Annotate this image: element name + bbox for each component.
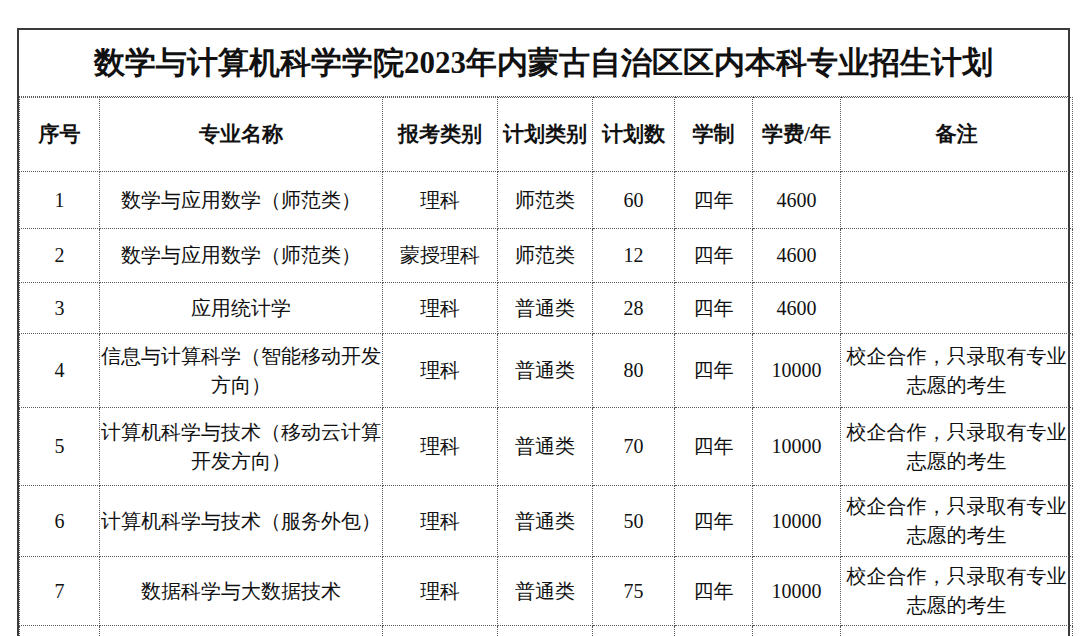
cell-seq: 3 [20,283,100,334]
cell-plan-category: 普通类 [498,486,593,557]
table-row: 6 计算机科学与技术（服务外包） 理科 普通类 50 四年 10000 校企合作… [20,486,1073,557]
cell-empty [20,626,100,636]
cell-plan-count: 28 [593,283,675,334]
cell-seq: 1 [20,172,100,229]
header-exam-category: 报考类别 [383,98,498,172]
cell-duration: 四年 [675,408,753,486]
cell-tuition: 10000 [753,486,841,557]
table-row-partial [20,626,1073,636]
cell-plan-count: 60 [593,172,675,229]
cell-plan-category: 师范类 [498,172,593,229]
header-plan-count: 计划数 [593,98,675,172]
cell-remark [841,283,1073,334]
cell-duration: 四年 [675,486,753,557]
header-row: 序号 专业名称 报考类别 计划类别 计划数 学制 学费/年 备注 [20,98,1073,172]
cell-seq: 4 [20,334,100,408]
cell-major: 计算机科学与技术（服务外包） [100,486,383,557]
cell-tuition: 10000 [753,408,841,486]
cell-major: 应用统计学 [100,283,383,334]
cell-remark: 校企合作，只录取有专业志愿的考生 [841,334,1073,408]
cell-seq: 7 [20,557,100,626]
cell-remark: 校企合作，只录取有专业志愿的考生 [841,557,1073,626]
table-title: 数学与计算机科学学院2023年内蒙古自治区区内本科专业招生计划 [19,30,1068,97]
cell-seq: 2 [20,229,100,283]
cell-tuition: 4600 [753,229,841,283]
cell-major: 数学与应用数学（师范类） [100,229,383,283]
cell-tuition: 4600 [753,283,841,334]
cell-plan-count: 12 [593,229,675,283]
cell-plan-category: 师范类 [498,229,593,283]
cell-plan-category: 普通类 [498,283,593,334]
header-remark: 备注 [841,98,1073,172]
cell-plan-count: 80 [593,334,675,408]
cell-major: 计算机科学与技术（移动云计算开发方向） [100,408,383,486]
header-duration: 学制 [675,98,753,172]
table-row: 7 数据科学与大数据技术 理科 普通类 75 四年 10000 校企合作，只录取… [20,557,1073,626]
cell-empty [498,626,593,636]
cell-tuition: 4600 [753,172,841,229]
cell-remark [841,229,1073,283]
table-row: 5 计算机科学与技术（移动云计算开发方向） 理科 普通类 70 四年 10000… [20,408,1073,486]
cell-remark: 校企合作，只录取有专业志愿的考生 [841,408,1073,486]
cell-plan-category: 普通类 [498,408,593,486]
table-row: 4 信息与计算科学（智能移动开发方向） 理科 普通类 80 四年 10000 校… [20,334,1073,408]
header-plan-category: 计划类别 [498,98,593,172]
table-row: 1 数学与应用数学（师范类） 理科 师范类 60 四年 4600 [20,172,1073,229]
admission-plan-sheet: 数学与计算机科学学院2023年内蒙古自治区区内本科专业招生计划 序号 专业名称 … [17,28,1070,636]
cell-exam-category: 理科 [383,172,498,229]
cell-duration: 四年 [675,334,753,408]
cell-plan-category: 普通类 [498,557,593,626]
cell-exam-category: 理科 [383,408,498,486]
cell-empty [841,626,1073,636]
cell-empty [593,626,675,636]
cell-major: 数学与应用数学（师范类） [100,172,383,229]
cell-exam-category: 理科 [383,283,498,334]
cell-exam-category: 理科 [383,557,498,626]
admission-plan-table: 序号 专业名称 报考类别 计划类别 计划数 学制 学费/年 备注 1 数学与应用… [19,97,1073,636]
table-row: 2 数学与应用数学（师范类） 蒙授理科 师范类 12 四年 4600 [20,229,1073,283]
cell-plan-count: 75 [593,557,675,626]
cell-plan-category: 普通类 [498,334,593,408]
cell-empty [675,626,753,636]
cell-major: 信息与计算科学（智能移动开发方向） [100,334,383,408]
cell-tuition: 10000 [753,557,841,626]
cell-remark [841,172,1073,229]
cell-empty [100,626,383,636]
cell-duration: 四年 [675,283,753,334]
cell-plan-count: 50 [593,486,675,557]
cell-major: 数据科学与大数据技术 [100,557,383,626]
cell-tuition: 10000 [753,334,841,408]
cell-duration: 四年 [675,229,753,283]
cell-duration: 四年 [675,172,753,229]
cell-exam-category: 理科 [383,486,498,557]
cell-exam-category: 蒙授理科 [383,229,498,283]
header-seq: 序号 [20,98,100,172]
cell-exam-category: 理科 [383,334,498,408]
cell-empty [753,626,841,636]
header-tuition: 学费/年 [753,98,841,172]
cell-empty [383,626,498,636]
cell-plan-count: 70 [593,408,675,486]
cell-duration: 四年 [675,557,753,626]
cell-remark: 校企合作，只录取有专业志愿的考生 [841,486,1073,557]
cell-seq: 6 [20,486,100,557]
page: 数学与计算机科学学院2023年内蒙古自治区区内本科专业招生计划 序号 专业名称 … [0,0,1080,636]
header-major: 专业名称 [100,98,383,172]
cell-seq: 5 [20,408,100,486]
table-row: 3 应用统计学 理科 普通类 28 四年 4600 [20,283,1073,334]
